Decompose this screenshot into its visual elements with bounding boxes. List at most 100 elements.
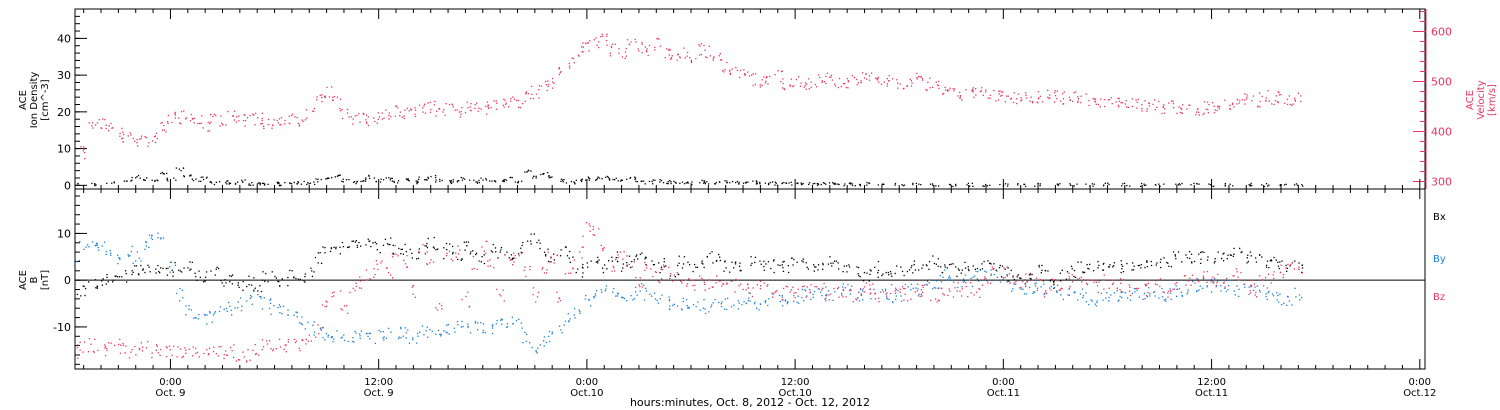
velocity-point (108, 130, 110, 132)
axis-label-line: [km/s] (1487, 84, 1498, 116)
velocity-point (1246, 96, 1248, 98)
bz-point (845, 296, 847, 298)
density-point (969, 185, 971, 187)
bz-point (524, 266, 526, 268)
bz-point (1020, 286, 1022, 289)
velocity-point (1099, 106, 1101, 108)
density-point (524, 171, 526, 173)
velocity-point (1095, 103, 1097, 105)
bz-point (390, 274, 392, 276)
bx-point (1112, 265, 1115, 267)
density-point (1039, 185, 1041, 187)
bz-point (844, 287, 846, 289)
bx-point (85, 287, 87, 290)
velocity-point (1276, 101, 1279, 103)
bx-point (196, 279, 198, 281)
velocity-point (560, 70, 562, 73)
bz-point (171, 354, 173, 356)
bz-point (377, 268, 379, 271)
bx-point (843, 265, 845, 267)
by-point (804, 289, 806, 291)
bz-point (483, 250, 485, 252)
density-point (563, 178, 565, 181)
velocity-point (1259, 92, 1261, 94)
by-point (1008, 280, 1010, 283)
bz-point (119, 344, 122, 346)
bx-point (475, 253, 477, 256)
by-point (1095, 305, 1097, 307)
velocity-point (273, 119, 275, 121)
bz-point (333, 295, 335, 297)
velocity-point (1054, 95, 1057, 97)
velocity-point (461, 106, 463, 109)
velocity-point (167, 114, 169, 117)
bz-point (424, 252, 426, 254)
density-point (336, 175, 339, 177)
velocity-point (782, 82, 784, 85)
by-point (405, 337, 407, 339)
bx-point (1207, 256, 1209, 258)
bx-point (553, 253, 555, 255)
bx-point (386, 243, 389, 245)
bz-point (1215, 284, 1217, 286)
velocity-point (280, 117, 283, 119)
by-point (117, 254, 119, 256)
bz-point (380, 262, 382, 264)
velocity-point (916, 72, 918, 75)
density-point (635, 180, 637, 182)
bx-point (763, 260, 765, 263)
bz-point (745, 289, 747, 291)
density-point (1268, 184, 1270, 186)
bx-point (291, 270, 293, 272)
bx-point (639, 253, 641, 256)
bz-point (692, 285, 694, 287)
bx-point (660, 266, 663, 268)
bx-point (792, 264, 794, 266)
velocity-point (888, 75, 890, 77)
bz-point (848, 290, 851, 292)
by-point (179, 287, 181, 290)
bz-point (1034, 285, 1037, 287)
bx-point (1185, 254, 1187, 256)
by-point (94, 245, 96, 247)
bz-point (949, 290, 951, 292)
density-point (452, 181, 454, 183)
velocity-point (352, 118, 354, 120)
density-point (135, 177, 137, 179)
bz-point (805, 290, 807, 292)
velocity-point (1236, 103, 1238, 105)
density-point (659, 181, 661, 183)
bz-point (513, 252, 515, 254)
bz-point (1282, 274, 1285, 276)
bz-point (1178, 288, 1181, 290)
density-point (756, 181, 758, 183)
bx-point (597, 256, 599, 259)
density-point (308, 183, 310, 185)
by-point (892, 301, 894, 303)
bx-point (961, 269, 963, 271)
bx-point (925, 264, 928, 266)
velocity-point (1030, 96, 1032, 98)
by-point (353, 341, 355, 343)
density-point (505, 179, 508, 181)
density-point (460, 176, 462, 179)
by-point (197, 318, 199, 320)
bz-point (93, 351, 95, 353)
density-point (356, 180, 358, 182)
velocity-point (480, 108, 482, 110)
bx-point (1247, 254, 1249, 256)
bx-point (846, 265, 848, 267)
bz-point (557, 301, 559, 303)
by-point (784, 300, 787, 302)
velocity-point (197, 122, 199, 125)
bz-point (166, 347, 168, 349)
by-point (1055, 290, 1058, 292)
bx-point (1200, 251, 1202, 254)
density-point (601, 178, 603, 180)
density-point (747, 181, 749, 183)
velocity-point (1031, 102, 1034, 104)
velocity-point (1251, 100, 1253, 102)
bx-point (831, 265, 833, 267)
by-point (1077, 299, 1079, 301)
